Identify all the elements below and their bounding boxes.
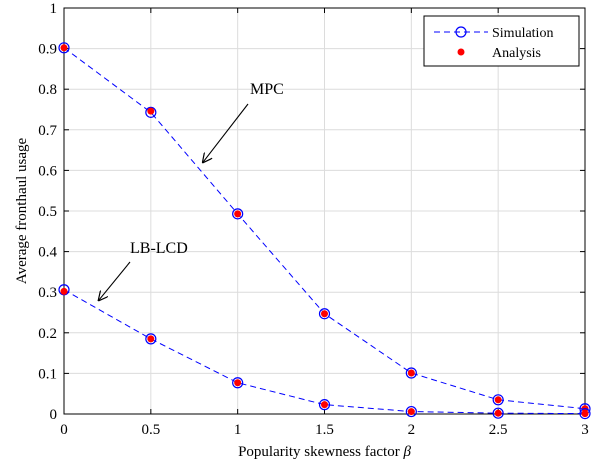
data-point-mpc-simulation bbox=[318, 308, 331, 320]
data-point-lb-lcd-simulation bbox=[318, 399, 331, 411]
legend-simulation-marker bbox=[455, 26, 467, 38]
annotation-arrow bbox=[203, 103, 249, 162]
grid bbox=[63, 7, 586, 415]
y-axis-label: Average fronthaul usage bbox=[14, 137, 30, 284]
x-tick-label: 0.5 bbox=[141, 422, 160, 438]
x-tick-label: 1.5 bbox=[315, 422, 334, 438]
legend-analysis-label: Analysis bbox=[492, 46, 541, 61]
data-point-lb-lcd-analysis bbox=[581, 410, 589, 418]
data-point-lb-lcd-simulation bbox=[145, 333, 157, 345]
y-tick-label: 0.2 bbox=[38, 326, 57, 342]
x-tick-label: 2.5 bbox=[489, 422, 508, 438]
y-tick-label: 0.9 bbox=[38, 42, 57, 58]
x-tick-label: 0 bbox=[60, 422, 68, 438]
data-point-mpc-analysis bbox=[494, 396, 502, 404]
x-axis-label-text: Popularity skewness factor bbox=[238, 444, 400, 460]
data-point-lb-lcd-analysis bbox=[60, 287, 68, 295]
data-point-mpc-analysis bbox=[234, 210, 242, 218]
series bbox=[58, 42, 591, 420]
y-tick-label: 0.8 bbox=[38, 82, 57, 98]
data-point-lb-lcd-analysis bbox=[494, 409, 502, 417]
y-tick-label: 0.6 bbox=[38, 163, 57, 179]
annotation-label: MPC bbox=[250, 81, 284, 98]
y-tick-label: 0.7 bbox=[38, 123, 57, 139]
data-point-mpc-analysis bbox=[60, 44, 68, 52]
x-axis-label-symbol: β bbox=[402, 444, 411, 460]
y-tick-label: 0.5 bbox=[38, 204, 57, 220]
data-point-mpc-simulation bbox=[145, 106, 157, 118]
data-point-mpc-analysis bbox=[321, 310, 328, 318]
data-point-lb-lcd-simulation bbox=[579, 407, 591, 420]
x-tick-label: 2 bbox=[408, 422, 416, 438]
x-tick-label: 3 bbox=[581, 422, 589, 438]
annotation-arrow bbox=[99, 261, 131, 300]
legend-box bbox=[423, 15, 580, 67]
data-point-lb-lcd-analysis bbox=[321, 401, 328, 409]
data-point-lb-lcd-simulation bbox=[405, 405, 417, 418]
legend-analysis-marker bbox=[457, 48, 465, 56]
legend-simulation-label: Simulation bbox=[492, 26, 553, 41]
data-point-mpc-analysis bbox=[407, 369, 415, 377]
data-point-lb-lcd-analysis bbox=[234, 379, 242, 387]
data-point-mpc-simulation bbox=[405, 367, 417, 379]
y-tick-label: 0.3 bbox=[38, 285, 57, 301]
data-point-mpc-simulation bbox=[232, 208, 244, 220]
legend: Simulation Analysis bbox=[423, 15, 580, 67]
y-tick-label: 0.1 bbox=[38, 366, 57, 382]
x-axis-label: Popularity skewness factor β bbox=[238, 444, 411, 460]
y-tick-label: 0 bbox=[50, 407, 58, 423]
data-point-mpc-simulation bbox=[492, 394, 504, 406]
data-point-lb-lcd-analysis bbox=[147, 335, 155, 343]
annotations: MPC LB-LCD bbox=[99, 81, 284, 300]
data-point-mpc-simulation bbox=[58, 42, 70, 54]
x-tick-label: 1 bbox=[234, 422, 242, 438]
data-point-lb-lcd-simulation bbox=[492, 407, 504, 419]
annotation-label: LB-LCD bbox=[130, 240, 188, 257]
axis-ticks: 0 0.5 1 1.5 2 2.5 3 0 0.1 0.2 0.3 0.4 0.5 0.6 0.7 0.8 0.… bbox=[38, 1, 589, 438]
y-tick-label: 1 bbox=[50, 1, 58, 17]
data-point-lb-lcd-simulation bbox=[232, 377, 244, 389]
data-point-lb-lcd-analysis bbox=[407, 408, 415, 416]
data-point-mpc-analysis bbox=[147, 107, 155, 115]
y-tick-label: 0.4 bbox=[38, 245, 57, 261]
